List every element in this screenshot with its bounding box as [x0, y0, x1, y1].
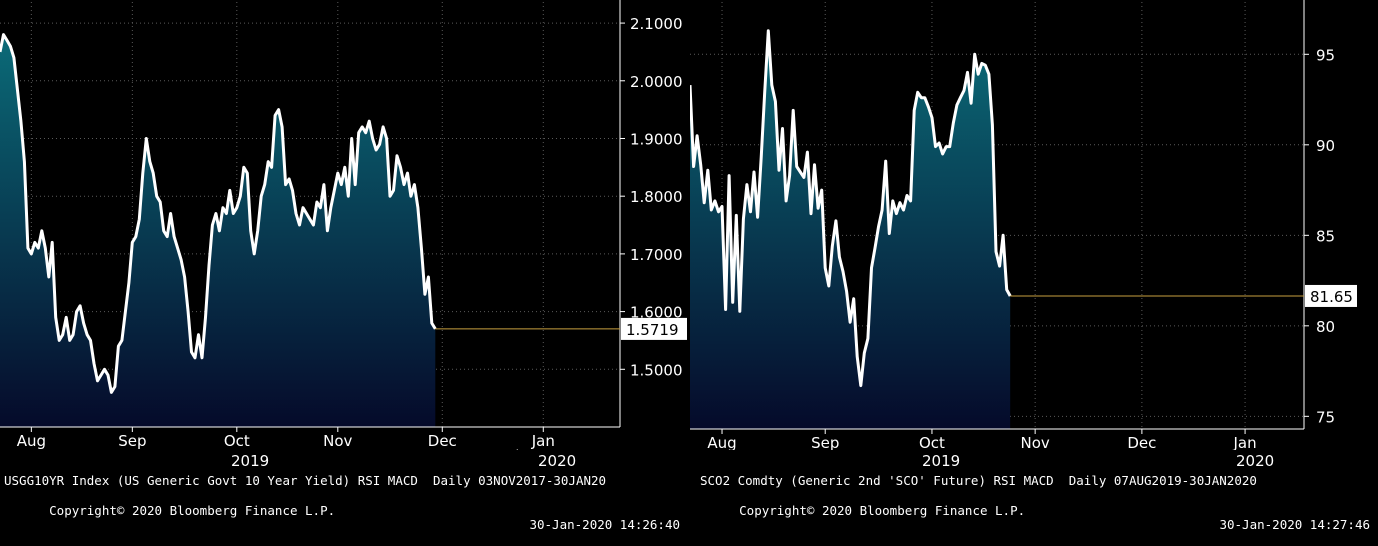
y-tick-label: 1.7000 — [630, 246, 683, 264]
y-tick-label: 90 — [1316, 137, 1335, 155]
month-label: Nov — [323, 432, 352, 450]
y-tick-label: 80 — [1316, 318, 1335, 336]
series-area — [0, 34, 436, 427]
ticker-line: SCO2 Comdty (Generic 2nd 'SCO' Future) R… — [700, 473, 1257, 488]
month-label: Oct — [919, 434, 945, 450]
y-tick-label: 2.0000 — [630, 73, 683, 91]
copyright-text: Copyright© 2020 Bloomberg Finance L.P. — [739, 503, 1026, 518]
footer-row: Copyright© 2020 Bloomberg Finance L.P. 3… — [4, 490, 688, 546]
month-label: Nov — [1020, 434, 1049, 450]
last-price-label: 81.65 — [1310, 288, 1353, 306]
yield-chart-svg: 2.1000 2.0000 1.9000 1.8000 1.7000 1.6000 1.50… — [0, 0, 687, 467]
chart-panel-us10y: 2.1000 2.0000 1.9000 1.8000 1.7000 1.6000 1.50… — [0, 0, 688, 532]
timestamp-text: 30-Jan-2020 14:27:46 — [1219, 517, 1370, 532]
month-label: Sep — [118, 432, 146, 450]
y-tick-label: 85 — [1316, 227, 1335, 245]
year-label-2020: 2020 — [1236, 452, 1275, 470]
y-tick-label: 1.9000 — [630, 130, 683, 148]
chart-panel-sco2: 95 90 85 80 75 Aug Sep Oct Nov Dec Jan 81.65 2019 2… — [688, 0, 1378, 532]
series-line — [688, 29, 1012, 388]
y-tick-label: 1.5000 — [630, 361, 683, 379]
month-label: Aug — [707, 434, 736, 450]
month-label: Dec — [428, 432, 457, 450]
y-tick-label: 75 — [1316, 408, 1335, 426]
month-label: Oct — [224, 432, 250, 450]
year-label-2019: 2019 — [922, 452, 961, 470]
y-tick-label: 1.8000 — [630, 188, 683, 206]
month-label: Dec — [1127, 434, 1156, 450]
ticker-line: USGG10YR Index (US Generic Govt 10 Year … — [4, 473, 607, 488]
month-label: Jan — [1233, 434, 1257, 450]
y-tick-label: 95 — [1316, 46, 1335, 64]
copyright-text: Copyright© 2020 Bloomberg Finance L.P. — [49, 503, 336, 518]
last-price-tag — [1305, 284, 1357, 307]
month-label: Aug — [17, 432, 46, 450]
footer-row: Copyright© 2020 Bloomberg Finance L.P. 3… — [694, 490, 1378, 546]
year-label-2019: 2019 — [231, 452, 270, 470]
last-price-label: 1.5719 — [626, 321, 679, 339]
month-label: Jan — [531, 432, 555, 450]
last-price-tag — [621, 317, 687, 340]
y-tick-label: 2.1000 — [630, 15, 683, 33]
year-label-2020: 2020 — [538, 452, 577, 470]
month-label: Sep — [811, 434, 839, 450]
y-tick-label: 1.6000 — [630, 304, 683, 322]
timestamp-text: 30-Jan-2020 14:26:40 — [529, 517, 680, 532]
series-line — [0, 33, 437, 394]
series-area — [690, 30, 1011, 430]
commodity-chart-svg: 95 90 85 80 75 Aug Sep Oct Nov Dec Jan 81.65 — [688, 0, 1357, 469]
chart-stage: 2.1000 2.0000 1.9000 1.8000 1.7000 1.6000 1.50… — [0, 0, 1378, 532]
